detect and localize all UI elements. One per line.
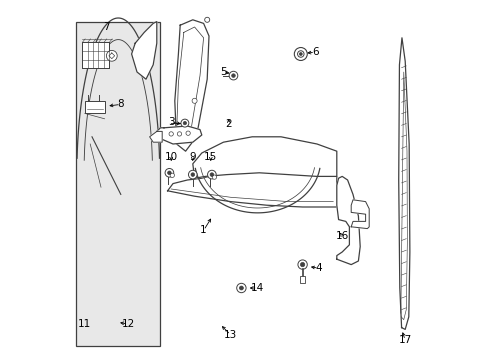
Text: 4: 4 bbox=[316, 263, 322, 273]
Circle shape bbox=[240, 286, 244, 290]
Circle shape bbox=[237, 283, 246, 293]
Circle shape bbox=[170, 173, 174, 177]
Circle shape bbox=[294, 48, 307, 60]
Polygon shape bbox=[157, 126, 202, 144]
Polygon shape bbox=[351, 200, 369, 229]
Circle shape bbox=[300, 262, 305, 267]
Text: 11: 11 bbox=[78, 319, 92, 329]
Text: 15: 15 bbox=[204, 152, 218, 162]
Text: 3: 3 bbox=[168, 117, 174, 127]
Polygon shape bbox=[399, 38, 410, 329]
Text: 12: 12 bbox=[122, 319, 135, 329]
Polygon shape bbox=[175, 20, 209, 151]
Circle shape bbox=[186, 131, 190, 135]
Circle shape bbox=[298, 260, 307, 269]
Circle shape bbox=[191, 173, 195, 176]
Text: 14: 14 bbox=[251, 283, 264, 293]
Circle shape bbox=[177, 132, 182, 136]
Text: 5: 5 bbox=[220, 67, 227, 77]
Circle shape bbox=[205, 17, 210, 22]
Circle shape bbox=[210, 173, 214, 176]
Circle shape bbox=[299, 53, 302, 55]
Circle shape bbox=[106, 50, 117, 61]
Text: 13: 13 bbox=[224, 330, 237, 340]
Circle shape bbox=[297, 51, 304, 57]
Circle shape bbox=[212, 175, 217, 179]
Text: 9: 9 bbox=[190, 152, 196, 162]
Polygon shape bbox=[149, 131, 162, 142]
Text: 7: 7 bbox=[103, 22, 110, 32]
Circle shape bbox=[181, 119, 189, 127]
Bar bbox=[300, 276, 305, 283]
Text: 6: 6 bbox=[312, 47, 318, 57]
Circle shape bbox=[229, 71, 238, 80]
Circle shape bbox=[165, 168, 174, 177]
Text: 1: 1 bbox=[200, 225, 207, 235]
Circle shape bbox=[183, 121, 187, 125]
Polygon shape bbox=[193, 137, 337, 178]
Polygon shape bbox=[337, 176, 360, 265]
Text: 2: 2 bbox=[225, 119, 232, 129]
Polygon shape bbox=[168, 164, 337, 207]
Circle shape bbox=[168, 171, 171, 175]
Circle shape bbox=[192, 98, 197, 103]
Circle shape bbox=[169, 132, 173, 136]
Circle shape bbox=[208, 170, 216, 179]
FancyBboxPatch shape bbox=[76, 22, 160, 346]
Circle shape bbox=[189, 170, 197, 179]
Text: 16: 16 bbox=[336, 231, 349, 241]
Text: 17: 17 bbox=[398, 335, 412, 345]
Circle shape bbox=[232, 74, 235, 77]
Bar bbox=[85, 101, 104, 113]
Text: 8: 8 bbox=[118, 99, 124, 109]
Polygon shape bbox=[132, 22, 157, 79]
Text: 10: 10 bbox=[165, 152, 178, 162]
Bar bbox=[82, 42, 109, 68]
